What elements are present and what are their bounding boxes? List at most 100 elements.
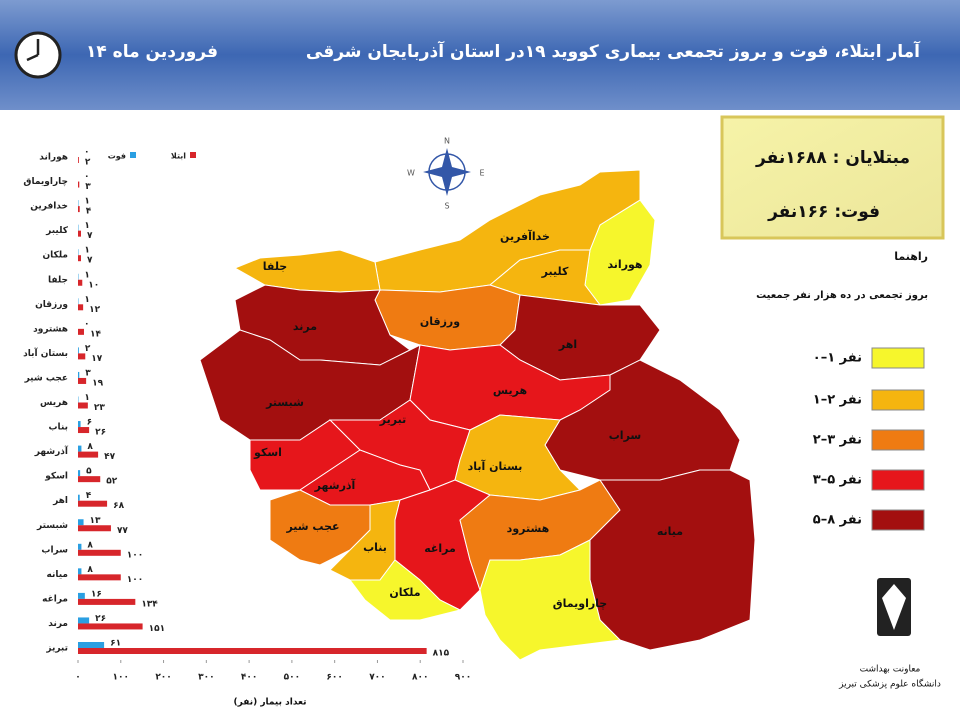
legend-swatch xyxy=(190,152,196,158)
legend-swatch xyxy=(872,390,924,410)
bar xyxy=(78,452,98,458)
bar xyxy=(78,446,81,452)
region-label: میانه xyxy=(657,525,683,538)
value-label: ۸ xyxy=(87,442,93,452)
y-tick-label: بستان آباد xyxy=(23,347,68,359)
value-label: ۸ xyxy=(87,565,93,575)
region-label: مراغه xyxy=(424,542,456,555)
region-label: مرند xyxy=(293,320,317,333)
bar xyxy=(78,519,84,525)
legend-swatch xyxy=(872,348,924,368)
value-label: ۲۶ xyxy=(95,428,106,438)
bar xyxy=(78,157,79,163)
region-label: بستان آباد xyxy=(468,459,523,473)
x-tick-label: ۳۰۰ xyxy=(198,673,214,683)
region-label: ملکان xyxy=(389,586,420,599)
x-tick-label: ۸۰۰ xyxy=(412,673,428,683)
value-label: ۰ xyxy=(84,172,90,182)
value-label: ۴۷ xyxy=(104,452,115,462)
value-label: ۱۰۰ xyxy=(127,575,143,585)
value-label: ۱۵۱ xyxy=(149,624,165,634)
bar xyxy=(78,599,135,605)
region-label: هوراند xyxy=(607,258,642,271)
value-label: ۱ xyxy=(84,197,90,207)
y-tick-label: ورزقان xyxy=(35,300,68,310)
y-tick-label: خدافرین xyxy=(30,202,68,212)
value-label: ۶۸ xyxy=(113,501,124,511)
summary-cases: مبتلایان : ۱۶۸۸نفر xyxy=(755,148,910,168)
map-region xyxy=(590,470,755,650)
x-axis-label: تعداد بیمار (نفر) xyxy=(234,698,307,708)
value-label: ۲ xyxy=(85,344,91,354)
value-label: ۱ xyxy=(84,393,90,403)
value-label: ۱۲ xyxy=(89,305,100,315)
value-label: ۳ xyxy=(85,368,91,378)
legend-label: ۳–۵ نفر xyxy=(813,473,862,488)
y-tick-label: شبستر xyxy=(36,521,68,531)
compass-letter: S xyxy=(444,202,449,211)
bar xyxy=(78,378,86,384)
bar xyxy=(78,329,84,335)
value-label: ۷۷ xyxy=(117,526,128,536)
x-tick-label: ۷۰۰ xyxy=(369,673,385,683)
value-label: ۲ xyxy=(85,158,91,168)
value-label: ۱۷ xyxy=(91,354,102,364)
value-label: ۸۱۵ xyxy=(433,649,450,659)
value-label: ۶ xyxy=(87,418,93,428)
legend-label: ۵–۸ نفر xyxy=(813,513,862,528)
y-tick-label: بناب xyxy=(49,423,68,433)
bar xyxy=(78,593,85,599)
y-tick-label: چاراویماق xyxy=(23,177,68,187)
bar xyxy=(78,427,89,433)
value-label: ۱۹ xyxy=(92,378,103,388)
region-label: جلفا xyxy=(263,260,287,273)
bar xyxy=(78,550,121,556)
value-label: ۱ xyxy=(84,295,90,305)
clock-icon xyxy=(16,33,60,77)
region-label: عجب شیر xyxy=(285,520,339,533)
legend-label: ۱–۲ نفر xyxy=(813,393,862,408)
value-label: ۱ xyxy=(84,221,90,231)
y-tick-label: مراغه xyxy=(42,594,68,604)
legend-swatch xyxy=(872,470,924,490)
y-tick-label: اسکو xyxy=(44,472,68,482)
bar xyxy=(78,648,427,654)
bar xyxy=(78,231,81,237)
bar xyxy=(78,568,81,574)
x-tick-label: ۴۰۰ xyxy=(241,673,257,683)
map: هوراندخداآفرینکلیبرجلفاورزقانمرنداهرشبست… xyxy=(200,170,755,660)
region-label: بناب xyxy=(363,541,387,554)
bar xyxy=(78,304,83,310)
compass xyxy=(423,148,471,196)
y-tick-label: عجب شیر xyxy=(24,373,68,383)
bar xyxy=(78,574,121,580)
value-label: ۴ xyxy=(86,491,92,501)
value-label: ۲۶ xyxy=(95,614,106,624)
value-label: ۲۳ xyxy=(94,403,105,413)
region-label: اسکو xyxy=(253,446,282,459)
bar xyxy=(78,623,143,629)
y-tick-label: جلفا xyxy=(48,275,68,285)
value-label: ۰ xyxy=(84,319,90,329)
bar xyxy=(78,495,80,501)
y-tick-label: اهر xyxy=(52,496,68,506)
logo xyxy=(877,578,911,636)
legend-label: ۰–۱ نفر xyxy=(813,351,862,366)
x-tick-label: ۵۰۰ xyxy=(284,673,300,683)
value-label: ۱۴ xyxy=(90,329,101,339)
value-label: ۱۶ xyxy=(91,589,102,599)
region-label: هشترود xyxy=(507,522,550,535)
region-label: هریس xyxy=(493,384,527,397)
value-label: ۱ xyxy=(84,270,90,280)
value-label: ۱۰۰ xyxy=(127,550,143,560)
value-label: ۳ xyxy=(85,182,91,192)
y-tick-label: کلیبر xyxy=(45,226,69,236)
region-label: کلیبر xyxy=(541,265,569,278)
y-tick-label: آذرشهر xyxy=(34,445,69,457)
x-tick-label: ۰ xyxy=(75,673,81,683)
value-label: ۶۱ xyxy=(110,639,121,649)
region-label: تبریز xyxy=(379,413,406,426)
region-label: سراب xyxy=(609,429,641,442)
bar xyxy=(78,353,85,359)
